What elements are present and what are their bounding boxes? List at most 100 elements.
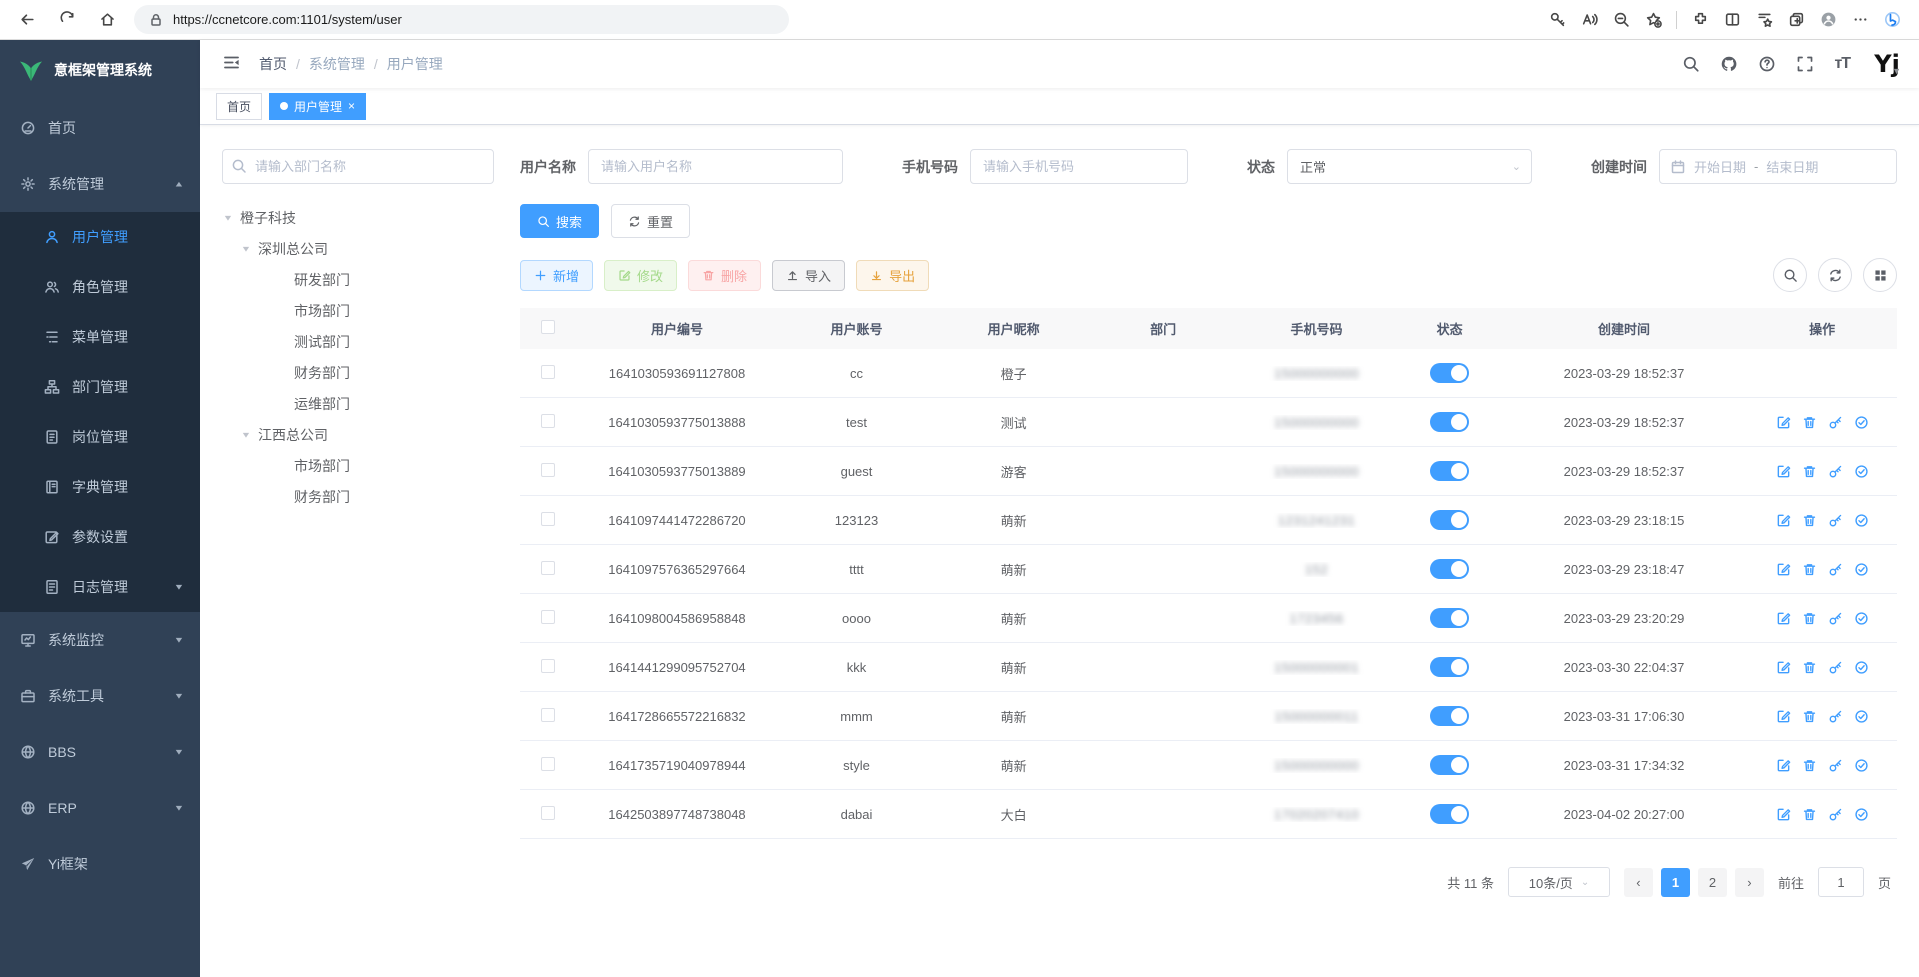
sidebar-item-Yi框架[interactable]: Yi框架 [0, 836, 200, 892]
font-size-button[interactable]: тT [1834, 55, 1851, 73]
reset-button[interactable]: 重置 [611, 204, 691, 238]
row-reset-password-button[interactable] [1828, 660, 1843, 675]
tab-首页[interactable]: 首页 [216, 92, 263, 120]
row-reset-password-button[interactable] [1828, 464, 1843, 479]
delete-user-button[interactable]: 删除 [688, 259, 762, 291]
row-edit-button[interactable] [1776, 807, 1791, 822]
import-button[interactable]: 导入 [772, 259, 846, 291]
sidebar-item-菜单管理[interactable]: 菜单管理 [0, 312, 200, 362]
row-delete-button[interactable] [1802, 611, 1817, 626]
status-toggle[interactable] [1430, 706, 1470, 726]
collections-button[interactable] [1751, 7, 1777, 33]
sidebar-item-系统管理[interactable]: 系统管理 ▲ [0, 156, 200, 212]
row-edit-button[interactable] [1776, 660, 1791, 675]
tab-new-button[interactable] [1783, 7, 1809, 33]
row-reset-password-button[interactable] [1828, 807, 1843, 822]
refresh-table-button[interactable] [1818, 258, 1852, 292]
sidebar-item-首页[interactable]: 首页 [0, 100, 200, 156]
row-checkbox[interactable] [541, 805, 555, 820]
sidebar-item-参数设置[interactable]: 参数设置 [0, 512, 200, 562]
help-button[interactable] [1758, 55, 1776, 73]
tree-node-财务部门[interactable]: 财务部门 [222, 481, 494, 512]
sidebar-item-岗位管理[interactable]: 岗位管理 [0, 412, 200, 462]
bing-button[interactable] [1879, 7, 1905, 33]
select-all-checkbox[interactable] [541, 320, 555, 334]
row-assign-role-button[interactable] [1854, 709, 1869, 724]
row-delete-button[interactable] [1802, 758, 1817, 773]
sidebar-item-用户管理[interactable]: 用户管理 [0, 212, 200, 262]
row-edit-button[interactable] [1776, 611, 1791, 626]
page-button-2[interactable]: 2 [1697, 867, 1727, 897]
toggle-search-button[interactable] [1773, 258, 1807, 292]
row-assign-role-button[interactable] [1854, 464, 1869, 479]
status-select[interactable]: 正常 ⌄ [1287, 149, 1532, 184]
row-checkbox[interactable] [541, 462, 555, 477]
row-assign-role-button[interactable] [1854, 758, 1869, 773]
collapse-sidebar-button[interactable] [218, 49, 245, 79]
sidebar-item-日志管理[interactable]: 日志管理 ▼ [0, 562, 200, 612]
row-checkbox[interactable] [541, 707, 555, 722]
sidebar-item-部门管理[interactable]: 部门管理 [0, 362, 200, 412]
close-icon[interactable]: × [348, 99, 356, 113]
row-checkbox[interactable] [541, 511, 555, 526]
sidebar-item-系统监控[interactable]: 系统监控 ▼ [0, 612, 200, 668]
sidebar-item-ERP[interactable]: ERP ▼ [0, 780, 200, 836]
row-reset-password-button[interactable] [1828, 709, 1843, 724]
browser-home-button[interactable] [94, 7, 120, 33]
caret-down-icon[interactable]: ▼ [240, 244, 252, 253]
export-button[interactable]: 导出 [856, 259, 930, 291]
search-button[interactable]: 搜索 [520, 204, 600, 238]
tree-node-江西总公司[interactable]: ▼ 江西总公司 [222, 419, 494, 450]
breadcrumb-item[interactable]: 首页 [259, 56, 287, 72]
app-logo[interactable]: 意框架管理系统 [0, 40, 200, 100]
profile-button[interactable] [1815, 7, 1841, 33]
row-edit-button[interactable] [1776, 513, 1791, 528]
sidebar-item-字典管理[interactable]: 字典管理 [0, 462, 200, 512]
prev-page-button[interactable]: ‹ [1623, 867, 1653, 897]
caret-down-icon[interactable]: ▼ [222, 213, 234, 222]
caret-down-icon[interactable]: ▼ [240, 430, 252, 439]
tree-node-财务部门[interactable]: 财务部门 [222, 357, 494, 388]
row-checkbox[interactable] [541, 413, 555, 428]
status-toggle[interactable] [1430, 510, 1470, 530]
goto-page-input[interactable] [1817, 867, 1864, 897]
status-toggle[interactable] [1430, 755, 1470, 775]
row-delete-button[interactable] [1802, 464, 1817, 479]
row-checkbox[interactable] [541, 658, 555, 673]
row-delete-button[interactable] [1802, 562, 1817, 577]
row-checkbox[interactable] [541, 364, 555, 379]
phone-input[interactable] [970, 149, 1188, 184]
row-reset-password-button[interactable] [1828, 611, 1843, 626]
zoom-out-button[interactable] [1608, 7, 1634, 33]
row-delete-button[interactable] [1802, 660, 1817, 675]
row-edit-button[interactable] [1776, 758, 1791, 773]
browser-back-button[interactable] [14, 7, 40, 33]
status-toggle[interactable] [1430, 412, 1470, 432]
row-edit-button[interactable] [1776, 709, 1791, 724]
dept-search-input[interactable] [222, 149, 494, 184]
row-checkbox[interactable] [541, 756, 555, 771]
header-search-button[interactable] [1682, 55, 1700, 73]
status-toggle[interactable] [1430, 657, 1470, 677]
page-size-select[interactable]: 10条/页 ⌄ [1507, 867, 1610, 897]
tree-node-市场部门[interactable]: 市场部门 [222, 450, 494, 481]
split-screen-button[interactable] [1719, 7, 1745, 33]
status-toggle[interactable] [1430, 804, 1470, 824]
tree-node-运维部门[interactable]: 运维部门 [222, 388, 494, 419]
column-settings-button[interactable] [1863, 258, 1897, 292]
tree-node-橙子科技[interactable]: ▼ 橙子科技 [222, 202, 494, 233]
sidebar-item-BBS[interactable]: BBS ▼ [0, 724, 200, 780]
github-button[interactable] [1720, 55, 1738, 73]
sidebar-item-角色管理[interactable]: 角色管理 [0, 262, 200, 312]
status-toggle[interactable] [1430, 559, 1470, 579]
add-user-button[interactable]: 新增 [520, 259, 594, 291]
status-toggle[interactable] [1430, 461, 1470, 481]
tree-node-市场部门[interactable]: 市场部门 [222, 295, 494, 326]
tab-用户管理[interactable]: 用户管理 × [269, 92, 367, 120]
extensions-button[interactable] [1687, 7, 1713, 33]
row-reset-password-button[interactable] [1828, 513, 1843, 528]
read-aloud-button[interactable] [1576, 7, 1602, 33]
tree-node-测试部门[interactable]: 测试部门 [222, 326, 494, 357]
sidebar-item-系统工具[interactable]: 系统工具 ▼ [0, 668, 200, 724]
row-delete-button[interactable] [1802, 807, 1817, 822]
